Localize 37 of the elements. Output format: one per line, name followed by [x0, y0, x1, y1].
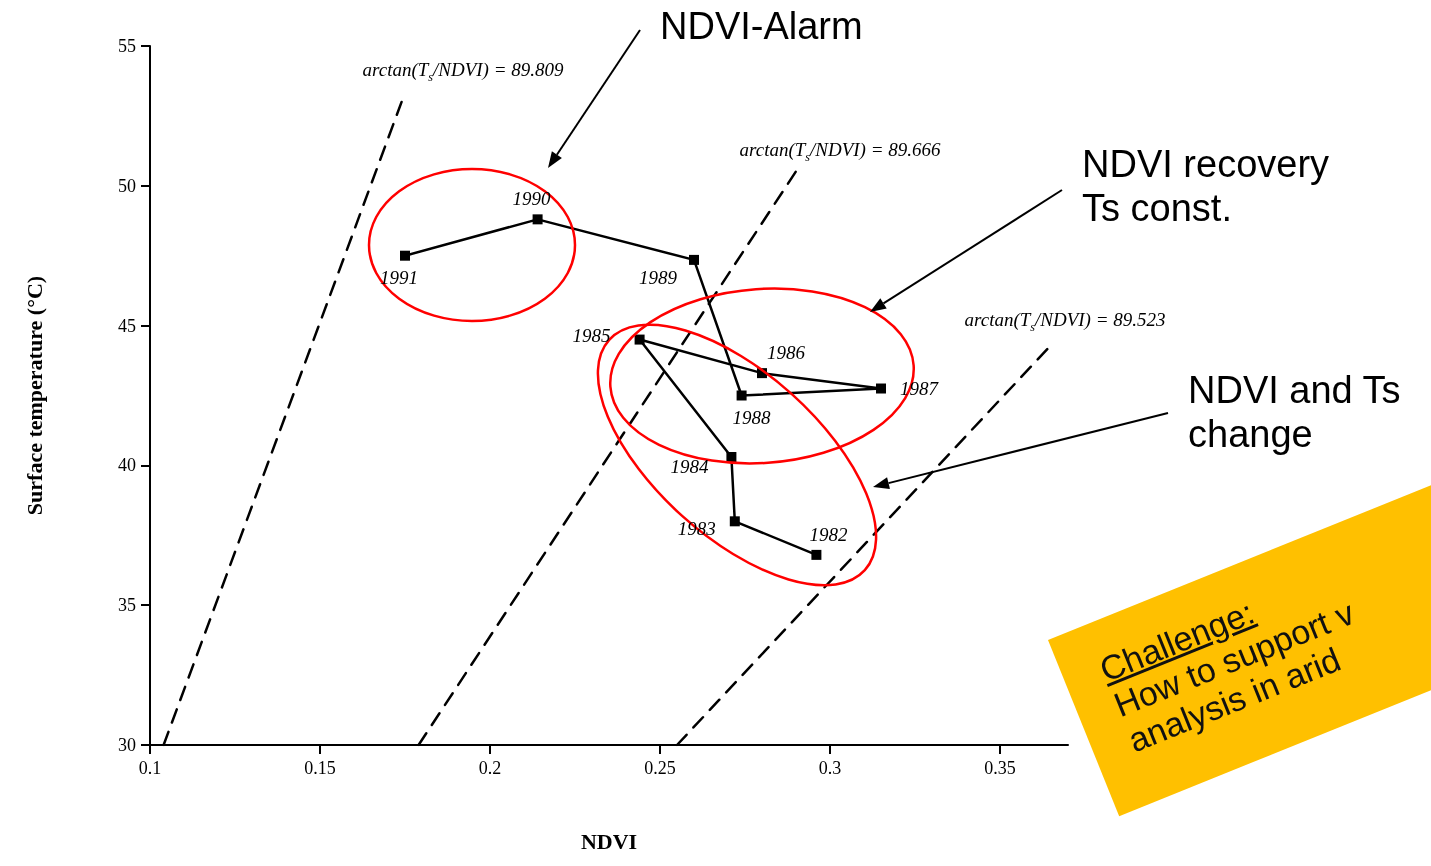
point [726, 452, 737, 463]
point [876, 383, 886, 394]
point [532, 214, 543, 225]
point [400, 250, 410, 261]
annotation: 1984 [670, 456, 709, 478]
y-tick-label: 35 [118, 595, 136, 616]
x-axis-title: NDVI [580, 828, 638, 854]
annotation: arctan(T$_{s}$/NDVI) = 89.523 [964, 309, 1166, 335]
annotation: 1985 [572, 324, 611, 347]
y-tick-label: 45 [118, 315, 136, 336]
annotation: arctan(T$_{s}$/NDVI) = 89.666 [739, 139, 941, 165]
point [811, 549, 822, 560]
point [736, 390, 747, 401]
y-axis-title: Surface temperature (°C) [21, 275, 47, 516]
point [689, 254, 699, 265]
annotation: 1988 [732, 406, 771, 429]
x-tick-label: 0.25 [644, 758, 676, 778]
annotation: 1991 [380, 266, 418, 289]
y-tick-label: 30 [118, 735, 136, 755]
annotation: 1986 [767, 342, 805, 365]
annotation: 1982 [809, 523, 848, 546]
y-tick-label: 50 [118, 175, 136, 196]
text: NDVI and Ts change [1188, 368, 1401, 456]
x-tick-label: 0.15 [304, 758, 336, 778]
point [729, 516, 740, 527]
x-tick-label: 0.1 [138, 758, 162, 778]
annotation: arctan(T$_{s}$/NDVI) = 89.809 [362, 59, 564, 85]
x-tick-label: 0.35 [984, 758, 1016, 778]
annotation: 1990 [512, 188, 551, 211]
x-tick-label: 0.3 [818, 758, 842, 778]
x-tick-label: 0.2 [478, 758, 502, 778]
point [634, 334, 645, 345]
y-tick-label: 40 [118, 455, 136, 476]
annotation: NDVI-Alarm [660, 4, 863, 48]
annotation: 1989 [639, 266, 677, 289]
y-tick-label: 55 [118, 36, 136, 56]
text: NDVI recovery Ts const. [1082, 142, 1330, 230]
